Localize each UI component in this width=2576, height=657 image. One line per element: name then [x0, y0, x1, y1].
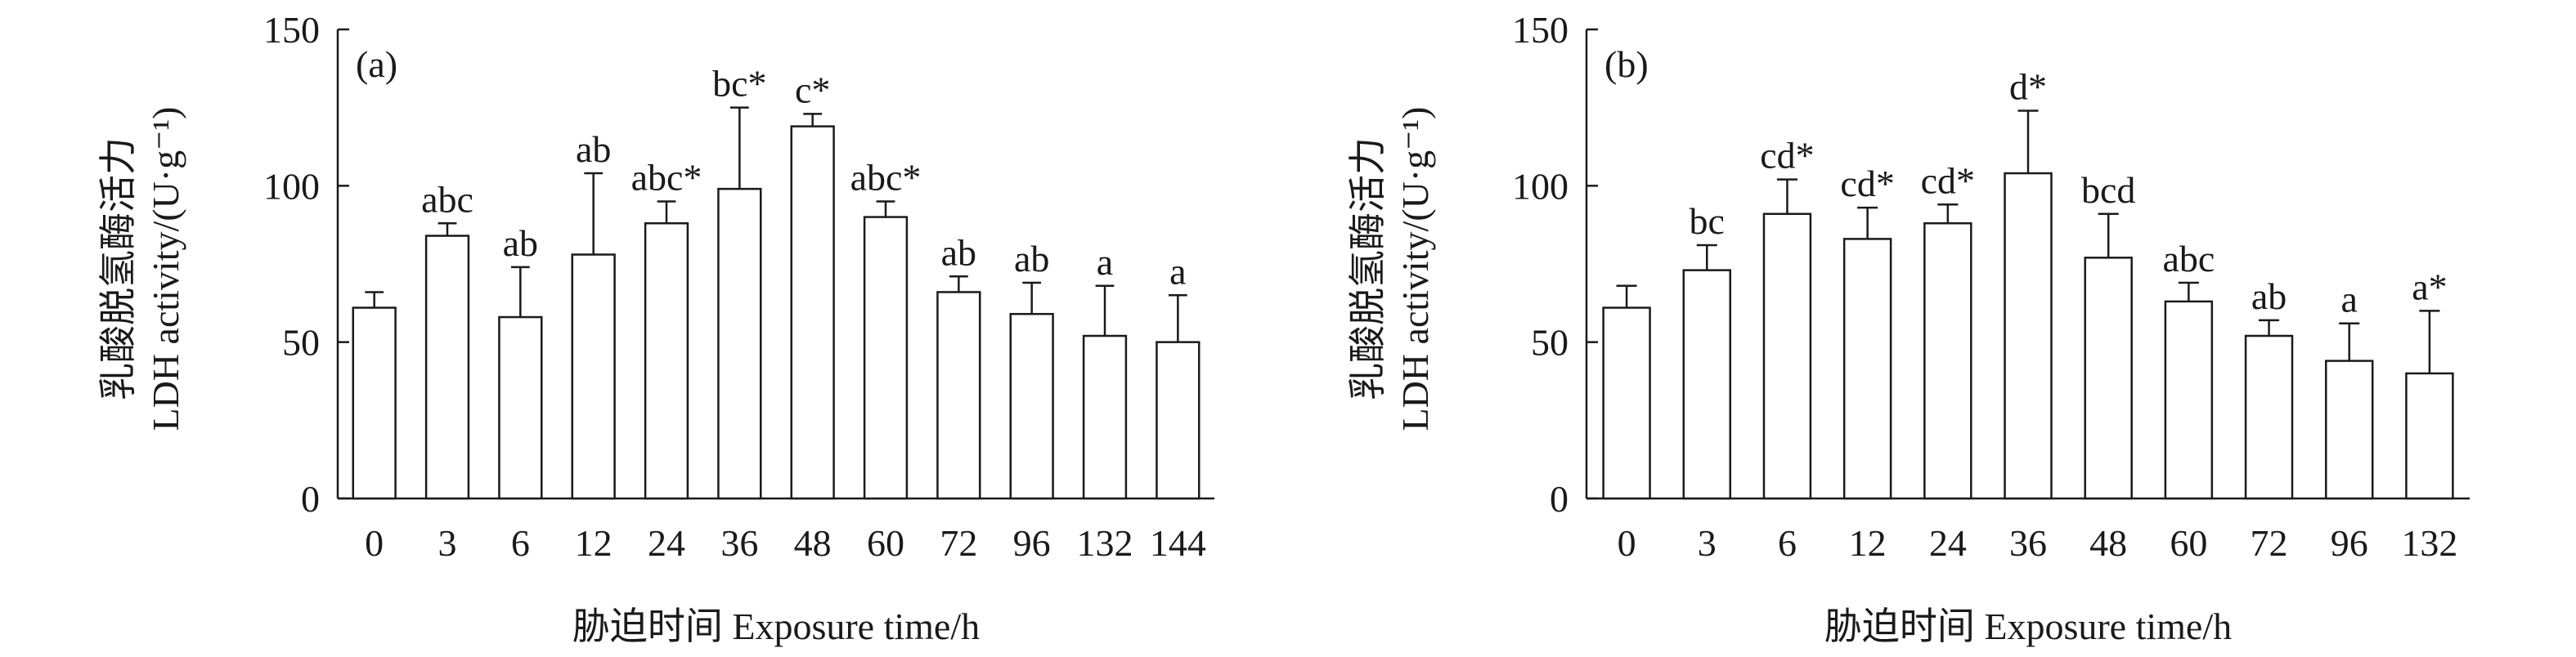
- significance-label: a: [1169, 250, 1186, 292]
- bar: [936, 291, 981, 500]
- x-tick-label: 0: [365, 522, 384, 564]
- x-tick-label: 132: [1077, 522, 1133, 564]
- bar: [424, 235, 470, 500]
- y-tick-label: 100: [263, 165, 320, 207]
- x-tick-label: 36: [720, 522, 758, 564]
- bar: [863, 216, 909, 500]
- x-tick-label: 132: [2401, 522, 2457, 564]
- significance-label: cd*: [1760, 135, 1814, 177]
- significance-label: a*: [2412, 266, 2447, 307]
- bar: [1682, 269, 1731, 500]
- x-tick-label: 12: [1849, 522, 1887, 564]
- y-axis-title-cn: 乳酸脱氢酶活力: [97, 137, 139, 400]
- x-tick-label: 3: [438, 522, 457, 564]
- x-tick-label: 3: [1698, 522, 1717, 564]
- x-tick-label: 6: [511, 522, 530, 564]
- bar: [1602, 306, 1651, 500]
- x-axis-title: 胁迫时间 Exposure time/h: [572, 606, 980, 647]
- bar: [2244, 334, 2294, 500]
- panel-label: (a): [356, 43, 397, 85]
- significance-label: cd*: [1840, 163, 1894, 204]
- bar: [2325, 360, 2374, 500]
- panel-a: 0 50 100 150 0 3 abc 6 ab 12 ab 24 abc* 36 bc* 48 c* 60 ab…: [97, 9, 1214, 647]
- x-tick-label: 48: [2089, 522, 2127, 564]
- y-tick-label: 0: [1550, 478, 1568, 520]
- significance-label: bc: [1690, 200, 1725, 242]
- significance-label: ab: [941, 231, 976, 273]
- y-tick-label: 0: [301, 478, 320, 520]
- bar: [1082, 334, 1128, 500]
- x-tick-label: 72: [2251, 522, 2288, 564]
- significance-label: ab: [2251, 275, 2287, 317]
- y-tick-label: 50: [282, 322, 320, 364]
- significance-label: bc*: [712, 63, 766, 105]
- panel-label: (b): [1604, 43, 1649, 85]
- x-tick-label: 6: [1778, 522, 1797, 564]
- y-tick-label: 50: [1531, 322, 1568, 364]
- x-tick-label: 36: [2009, 522, 2047, 564]
- x-tick-label: 24: [648, 522, 685, 564]
- bar: [352, 306, 397, 500]
- significance-label: abc: [2162, 238, 2215, 279]
- significance-label: abc*: [631, 156, 702, 198]
- bar: [1156, 341, 1200, 500]
- significance-label: ab: [503, 222, 538, 264]
- x-tick-label: 96: [2331, 522, 2368, 564]
- significance-label: ab: [576, 128, 611, 170]
- bar: [2164, 300, 2214, 500]
- x-tick-label: 24: [1929, 522, 1967, 564]
- significance-label: cd*: [1921, 159, 1975, 201]
- significance-label: bcd: [2081, 169, 2135, 211]
- x-axis-title: 胁迫时间 Exposure time/h: [1824, 606, 2232, 647]
- x-tick-label: 48: [794, 522, 832, 564]
- bar: [498, 315, 543, 500]
- significance-label: abc: [421, 178, 473, 220]
- bar: [2084, 257, 2133, 500]
- x-tick-label: 60: [2170, 522, 2207, 564]
- significance-label: abc*: [850, 156, 922, 198]
- x-tick-label: 60: [867, 522, 904, 564]
- y-tick-label: 100: [1512, 165, 1568, 207]
- x-tick-label: 144: [1150, 522, 1206, 564]
- y-axis-title-en: LDH activity/(U·g⁻¹): [1394, 106, 1436, 431]
- significance-label: c*: [795, 69, 830, 110]
- bar: [1923, 222, 1972, 500]
- bar: [644, 222, 689, 500]
- y-tick-label: 150: [263, 9, 320, 51]
- bar: [1009, 312, 1054, 500]
- bar: [2405, 372, 2454, 500]
- x-tick-label: 96: [1013, 522, 1051, 564]
- y-axis-title-en: LDH activity/(U·g⁻¹): [145, 106, 186, 431]
- significance-label: a: [1097, 241, 1113, 283]
- panel-b: 0 50 100 150 0 3 bc 6 cd* 12 cd* 24 cd* 36 d* 48 bcd 60 ab…: [1347, 9, 2470, 647]
- bar: [2004, 172, 2053, 500]
- bar: [1842, 238, 1892, 500]
- x-tick-label: 12: [575, 522, 613, 564]
- bar: [1762, 212, 1812, 500]
- significance-label: ab: [1014, 238, 1049, 279]
- significance-label: d*: [2009, 65, 2047, 107]
- x-tick-label: 0: [1618, 522, 1636, 564]
- bar: [571, 253, 616, 500]
- y-axis-title-cn: 乳酸脱氢酶活力: [1347, 137, 1389, 400]
- bar: [790, 125, 835, 500]
- bar: [717, 187, 762, 500]
- x-tick-label: 72: [940, 522, 977, 564]
- significance-label: a: [2341, 279, 2358, 320]
- y-tick-label: 150: [1512, 9, 1568, 51]
